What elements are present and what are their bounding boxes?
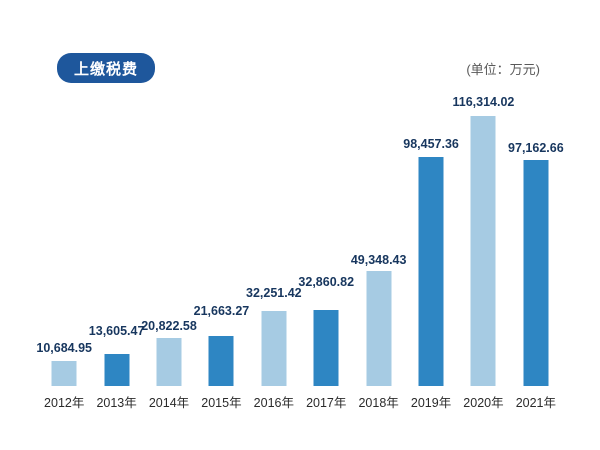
x-axis-label: 2018年 (358, 396, 399, 410)
bar-value-label: 97,162.66 (508, 141, 564, 155)
bar (261, 311, 287, 386)
bar (313, 310, 339, 386)
x-axis-label: 2012年 (44, 396, 85, 410)
x-axis-label: 2014年 (148, 396, 190, 410)
bar (470, 116, 496, 386)
bar-value-label: 21,663.27 (193, 304, 250, 318)
unit-label: (单位：万元) (466, 62, 540, 77)
bar-value-label: 32,860.82 (298, 275, 355, 289)
bar-value-label: 49,348.43 (350, 253, 407, 267)
bar-value-label: 116,314.02 (452, 95, 515, 109)
x-axis-label: 2015年 (201, 396, 242, 410)
bar-column: 49,348.43 2018年 (350, 116, 407, 410)
bar-column: 98,457.36 2019年 (403, 116, 459, 410)
bar (51, 361, 77, 386)
x-axis-label: 2019年 (410, 396, 452, 410)
bar-column: 32,860.82 2017年 (298, 116, 355, 410)
x-axis-label: 2020年 (463, 396, 504, 410)
bar (156, 338, 182, 386)
x-axis-label: 2017年 (306, 396, 347, 410)
bar-value-label: 32,251.42 (246, 286, 302, 300)
bar-column: 10,684.95 2012年 (36, 116, 93, 410)
bar-value-label: 10,684.95 (36, 341, 93, 355)
bar-chart: 10,684.95 2012年 13,605.47 2013年 20,822.58 201… (36, 95, 564, 410)
bar-column: 97,162.66 2021年 (508, 116, 564, 410)
bar-column: 116,314.02 2020年 (453, 95, 515, 410)
chart-title: 上缴税费 (74, 60, 139, 78)
bar (208, 336, 234, 386)
bar (366, 271, 392, 386)
chart-title-badge: 上缴税费 (57, 53, 156, 83)
x-axis-label: 2013年 (96, 396, 137, 410)
x-axis-label: 2016年 (253, 396, 294, 410)
bar-value-label: 13,605.47 (88, 324, 145, 338)
bar-column: 21,663.27 2015年 (193, 116, 250, 410)
bar (418, 157, 444, 386)
bar-value-label: 20,822.58 (141, 319, 197, 333)
bar (104, 354, 130, 386)
bar-column: 32,251.42 2016年 (246, 116, 302, 410)
x-axis-label: 2021年 (515, 396, 557, 410)
bar-value-label: 98,457.36 (403, 137, 459, 151)
bar-column: 20,822.58 2014年 (141, 116, 197, 410)
bar-column: 13,605.47 2013年 (88, 116, 145, 410)
bar (523, 160, 549, 386)
